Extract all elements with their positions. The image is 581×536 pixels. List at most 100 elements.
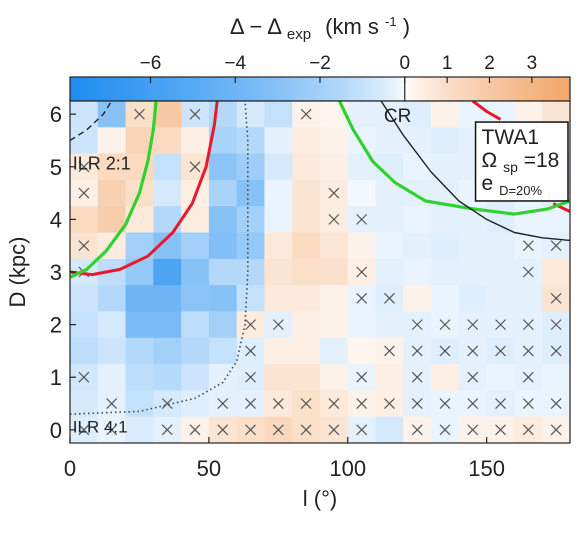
heatmap-cell xyxy=(431,258,460,286)
x-axis-label: l (°) xyxy=(303,486,337,511)
heatmap-cell xyxy=(97,101,126,128)
axes: 0 50 100 150 0 1 2 3 4 5 6 xyxy=(50,100,571,481)
cross-marker xyxy=(356,266,368,278)
cross-marker xyxy=(522,371,534,383)
heatmap-cell xyxy=(431,364,460,391)
heatmap-cell xyxy=(236,232,265,260)
heatmap-cell xyxy=(320,127,349,155)
cross-marker xyxy=(411,371,423,383)
heatmap-cell xyxy=(347,232,376,260)
heatmap-cell xyxy=(125,206,154,233)
heatmap-cell xyxy=(431,127,460,155)
heatmap-cell xyxy=(236,206,265,233)
heatmap-cell xyxy=(292,364,321,391)
y-tick-label: 1 xyxy=(50,365,62,390)
model-curves xyxy=(70,101,570,415)
heatmap-cell xyxy=(458,258,488,286)
heatmap-cell xyxy=(153,127,182,155)
heatmap-cell xyxy=(97,127,126,155)
cross-marker xyxy=(495,424,506,436)
heatmap-cell xyxy=(458,232,488,260)
legend-model-name: TWA1 xyxy=(482,126,540,149)
heatmap-cell xyxy=(292,232,321,260)
heatmap-cell xyxy=(264,337,293,365)
heatmap-cell xyxy=(236,101,265,128)
heatmap-cell xyxy=(347,311,376,339)
x-tick-label: 50 xyxy=(197,456,221,481)
cross-marker xyxy=(134,108,145,120)
cross-marker xyxy=(439,424,451,436)
heatmap-cell xyxy=(292,311,321,339)
heatmap-cell xyxy=(320,232,349,260)
heatmap-cell xyxy=(236,285,265,312)
heatmap-cell xyxy=(403,285,432,312)
cross-marker xyxy=(161,398,173,409)
heatmap-cell xyxy=(153,206,182,233)
cross-marker xyxy=(245,345,256,357)
heatmap-cell xyxy=(431,153,460,181)
y-tick-label: 5 xyxy=(50,155,62,180)
cross-marker xyxy=(467,371,479,383)
cross-marker xyxy=(522,398,534,409)
heatmap-cell xyxy=(153,311,182,339)
heatmap-cell xyxy=(320,364,349,391)
heatmap-cell xyxy=(375,206,404,233)
heatmap-cell xyxy=(125,285,154,312)
curve-red xyxy=(471,101,502,121)
heatmap-cell xyxy=(97,153,126,181)
heatmap-cell xyxy=(181,337,210,365)
cross-marker xyxy=(467,424,479,436)
heatmap-cell xyxy=(542,364,570,391)
cross-marker xyxy=(384,398,395,409)
cross-marker xyxy=(495,398,506,409)
cross-marker xyxy=(522,319,534,331)
cross-marker xyxy=(245,398,256,409)
heatmap-cell xyxy=(264,232,293,260)
heatmap-cell xyxy=(97,285,126,312)
cross-marker xyxy=(272,398,284,409)
heatmap-cell xyxy=(486,258,515,286)
heatmap-cell xyxy=(236,127,265,155)
annotation-ilr-2-1: ILR 2:1 xyxy=(73,153,131,173)
curve-dashed xyxy=(70,101,113,142)
heatmap-cell xyxy=(125,311,154,339)
heatmap-cell xyxy=(264,179,293,207)
heatmap-cell xyxy=(320,153,349,181)
cross-marker xyxy=(78,371,90,383)
heatmap-cell xyxy=(542,258,570,286)
cross-marker xyxy=(522,424,534,436)
legend-eccentricity: e D=20% xyxy=(482,172,543,198)
heatmap-cell xyxy=(264,101,293,128)
heatmap-cell xyxy=(125,258,154,286)
cross-marker xyxy=(78,240,90,252)
heatmap-cell xyxy=(208,311,238,339)
cross-markers xyxy=(78,108,562,436)
cross-marker xyxy=(550,345,562,357)
heatmap-cell xyxy=(292,127,321,155)
heatmap-cell xyxy=(125,416,154,443)
y-tick-label: 4 xyxy=(50,207,62,232)
heatmap-cell xyxy=(292,337,321,365)
cross-marker xyxy=(550,240,562,252)
colorbar-label: Δ − Δ exp (km s -1 ) xyxy=(230,6,410,44)
colorbar-tick-label: −2 xyxy=(309,53,331,74)
cross-marker xyxy=(356,398,368,409)
cross-marker xyxy=(300,398,312,409)
colorbar-tick-label: 2 xyxy=(484,53,495,74)
legend-omega-symbol: Ω xyxy=(482,149,498,172)
heatmap-cell xyxy=(97,179,126,207)
heatmap-cell xyxy=(264,127,293,155)
cross-marker xyxy=(356,424,368,436)
heatmap-cell xyxy=(153,101,182,128)
legend-omega-sub: sp xyxy=(503,159,518,175)
heatmap-cell xyxy=(264,206,293,233)
cross-marker xyxy=(411,345,423,357)
heatmap-cell xyxy=(347,127,376,155)
heatmap-cell xyxy=(292,258,321,286)
heatmap-cell xyxy=(264,153,293,181)
heatmap-cell xyxy=(208,232,238,260)
cross-marker xyxy=(328,398,340,409)
cross-marker xyxy=(467,398,479,409)
annotation-ilr-4-1: ILR 4:1 xyxy=(73,417,128,436)
heatmap-cell xyxy=(375,416,404,443)
